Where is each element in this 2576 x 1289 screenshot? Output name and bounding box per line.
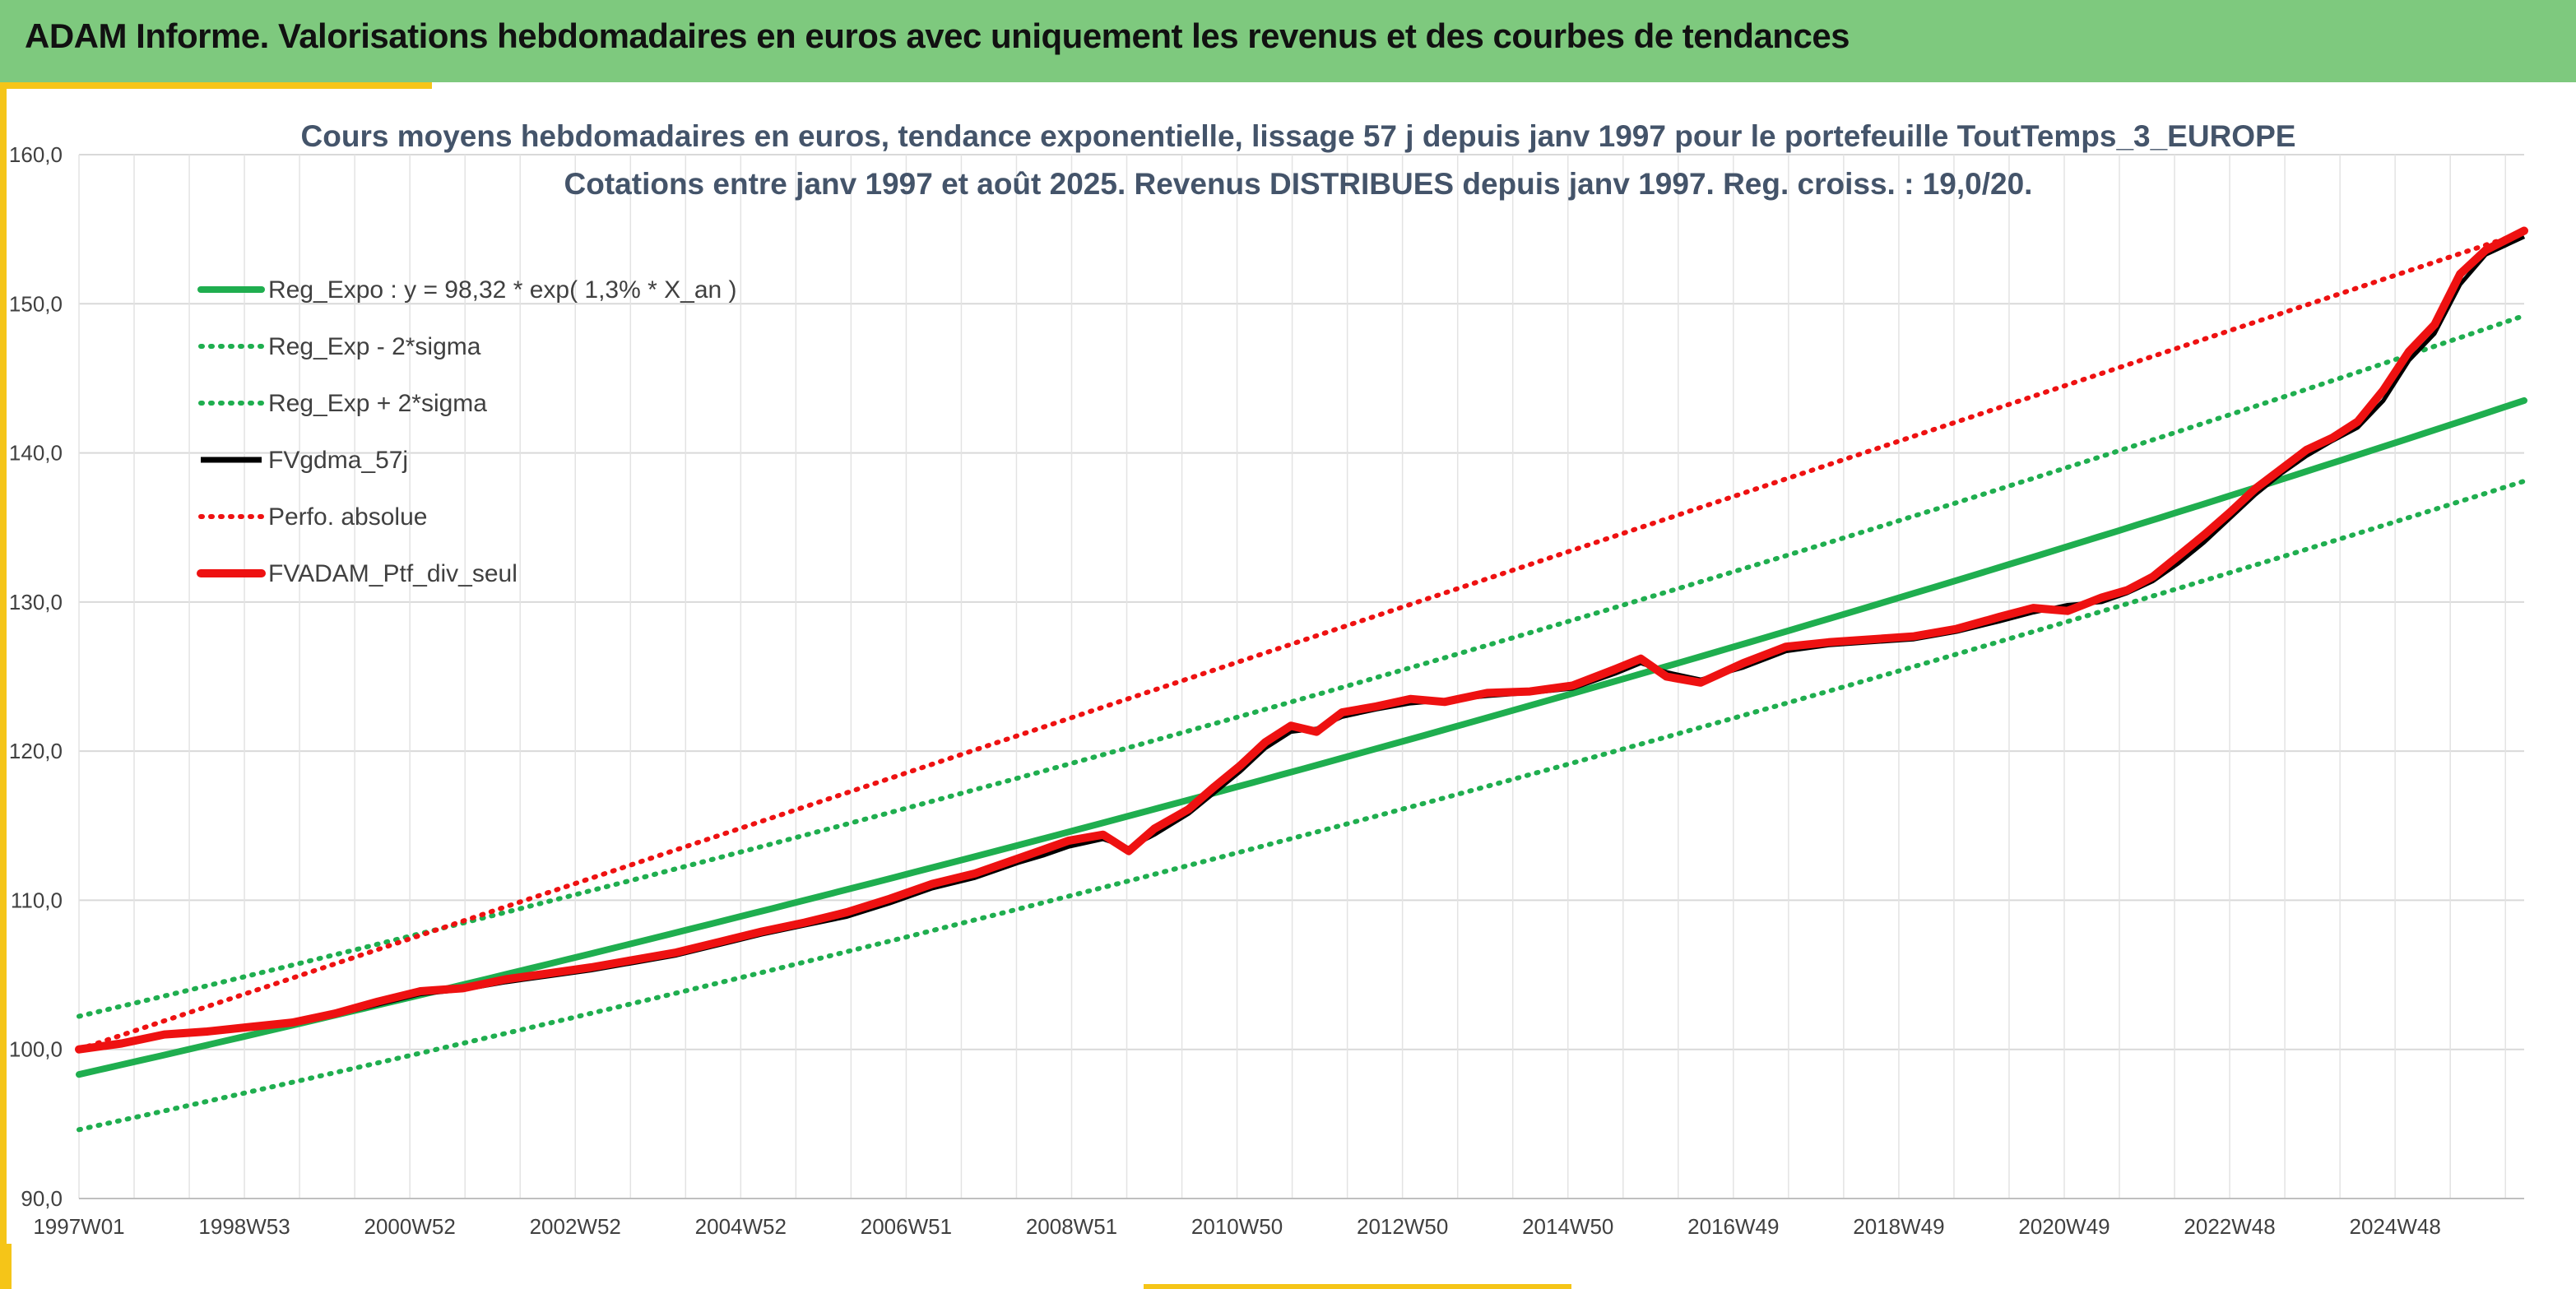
y-axis: 90,0 100,0 110,0 120,0 130,0 140,0 150,0 160,0 xyxy=(9,142,63,1211)
y-tick-label: 90,0 xyxy=(21,1186,63,1211)
x-tick-label: 2016W49 xyxy=(1687,1214,1779,1239)
x-tick-label: 1998W53 xyxy=(198,1214,290,1239)
report-header-bar: ADAM Informe. Valorisations hebdomadaire… xyxy=(0,0,2576,82)
y-tick-label: 130,0 xyxy=(9,590,63,614)
legend-label: Reg_Expo : y = 98,32 * exp( 1,3% * X_an … xyxy=(268,276,737,304)
x-tick-label: 2024W48 xyxy=(2349,1214,2440,1239)
x-tick-label: 1997W01 xyxy=(33,1214,124,1239)
chart-grid xyxy=(78,154,2524,1199)
x-tick-label: 2014W50 xyxy=(1522,1214,1613,1239)
x-tick-label: 2010W50 xyxy=(1191,1214,1283,1239)
series-line-5 xyxy=(75,226,2528,1054)
x-tick-label: 2006W51 xyxy=(861,1214,952,1239)
series-line-0 xyxy=(76,396,2527,1078)
accent-stripe-left-bottom xyxy=(0,1244,12,1289)
series-line-2 xyxy=(77,313,2527,1019)
x-tick-label: 2000W52 xyxy=(364,1214,456,1239)
accent-stripe-left xyxy=(0,89,7,1289)
legend-label: FVADAM_Ptf_div_seul xyxy=(268,560,518,587)
y-tick-label: 100,0 xyxy=(9,1037,63,1062)
legend-label: Reg_Exp - 2*sigma xyxy=(268,333,481,360)
legend-label: Perfo. absolue xyxy=(268,503,427,531)
accent-stripe-bottom xyxy=(1144,1284,1571,1289)
x-tick-label: 2004W52 xyxy=(695,1214,787,1239)
legend-label: FVgdma_57j xyxy=(268,447,408,474)
report-title: ADAM Informe. Valorisations hebdomadaire… xyxy=(25,16,1850,55)
y-tick-label: 160,0 xyxy=(9,142,63,167)
y-tick-label: 120,0 xyxy=(9,739,63,763)
x-axis: 1997W01 1998W53 2000W52 2002W52 2004W52 2006W… xyxy=(33,1214,2440,1239)
series-line-1 xyxy=(77,478,2527,1133)
legend-label: Reg_Exp + 2*sigma xyxy=(268,390,487,417)
x-tick-label: 2012W50 xyxy=(1357,1214,1448,1239)
accent-stripe-top xyxy=(0,82,432,89)
chart-series xyxy=(75,226,2528,1133)
x-tick-label: 2022W48 xyxy=(2184,1214,2275,1239)
x-tick-label: 2020W49 xyxy=(2018,1214,2110,1239)
y-tick-label: 150,0 xyxy=(9,291,63,316)
x-tick-label: 2008W51 xyxy=(1026,1214,1117,1239)
chart-title: Cours moyens hebdomadaires en euros, ten… xyxy=(301,119,2296,153)
y-tick-label: 110,0 xyxy=(11,888,63,912)
legend: Reg_Expo : y = 98,32 * exp( 1,3% * X_an … xyxy=(197,276,737,587)
x-tick-label: 2018W49 xyxy=(1853,1214,1944,1239)
x-tick-label: 2002W52 xyxy=(530,1214,621,1239)
chart-subtitle: Cotations entre janv 1997 et août 2025. … xyxy=(564,167,2033,201)
y-tick-label: 140,0 xyxy=(9,441,63,466)
